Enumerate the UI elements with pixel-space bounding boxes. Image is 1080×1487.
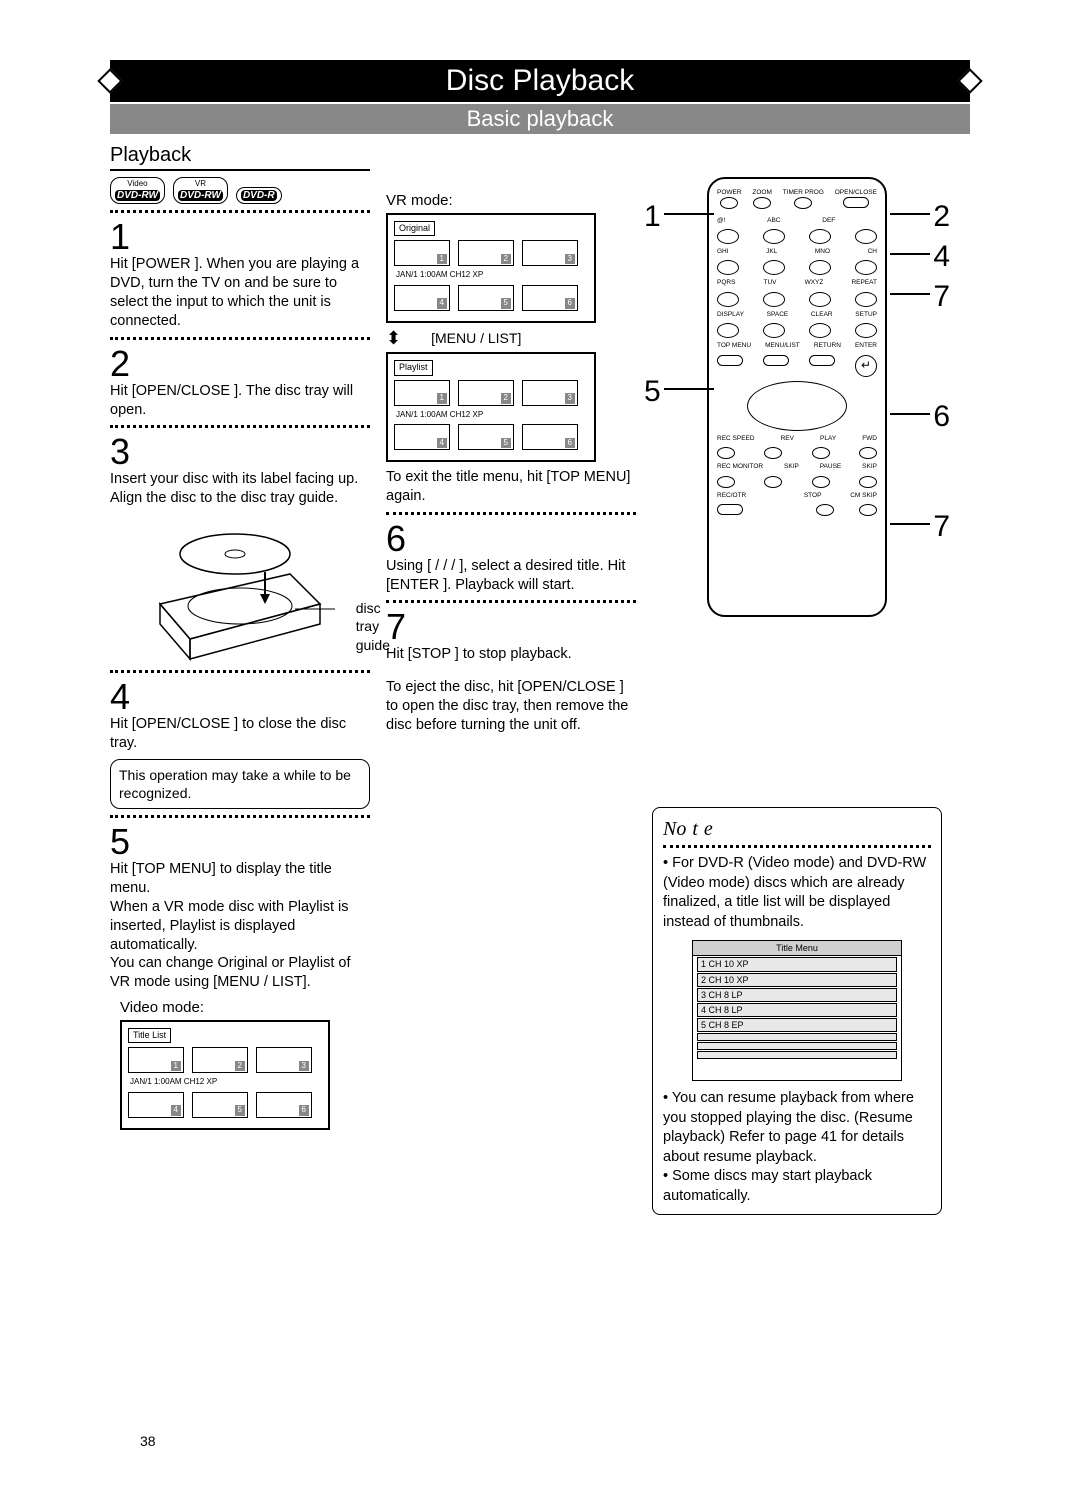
remote-key-ch-up[interactable]	[855, 229, 877, 244]
callout-1: 1	[644, 197, 661, 236]
page-number: 38	[140, 1433, 156, 1449]
note-bullet-3: • Some discs may start playback automati…	[663, 1167, 931, 1206]
remote-skip-back[interactable]	[764, 476, 782, 488]
notes-panel: Note • For DVD-R (Video mode) and DVD-RW…	[652, 807, 942, 1215]
badge-dvdr: DVD-R	[236, 187, 282, 204]
menu-list-label: [MENU / LIST]	[431, 329, 521, 347]
callout-2: 2	[933, 197, 950, 236]
divider	[110, 670, 370, 673]
page-subtitle: Basic playback	[110, 104, 970, 134]
screen-playlist: Playlist 1 2 3 JAN/1 1:00AM CH12 XP 4 5 …	[386, 352, 596, 462]
step-7-number: 7	[386, 609, 636, 645]
updown-arrow-icon: ⬍	[386, 327, 401, 350]
divider	[386, 512, 636, 515]
badge-dvdrw-vr: VR DVD-RW	[173, 177, 228, 204]
remote-rec-otr[interactable]	[717, 504, 743, 515]
screen-title-list: Title List 1 2 3 JAN/1 1:00AM CH12 XP 4 …	[120, 1020, 330, 1130]
callout-6: 6	[933, 397, 950, 436]
remote-top-menu[interactable]	[717, 355, 743, 366]
disc-badges: Video DVD-RW VR DVD-RW DVD-R	[110, 177, 370, 204]
title-menu-table: Title Menu 1 CH 10 XP 2 CH 10 XP 3 CH 8 …	[692, 940, 902, 1081]
remote-rev[interactable]	[764, 447, 782, 459]
step-3-number: 3	[110, 434, 370, 470]
remote-key-2[interactable]	[763, 229, 785, 244]
step-5-number: 5	[110, 824, 370, 860]
remote-direction-pad[interactable]	[747, 381, 847, 431]
step-6-number: 6	[386, 521, 636, 557]
remote-skip-fwd[interactable]	[859, 476, 877, 488]
remote-key-ch-down[interactable]	[855, 260, 877, 275]
remote-menu-list[interactable]	[763, 355, 789, 366]
step-2-text: Hit [OPEN/CLOSE ]. The disc tray will op…	[110, 382, 370, 420]
video-mode-label: Video mode:	[120, 998, 370, 1018]
step-4-number: 4	[110, 679, 370, 715]
remote-return[interactable]	[809, 355, 835, 366]
remote-key-repeat[interactable]	[855, 292, 877, 307]
exit-menu-text: To exit the title menu, hit [TOP MENU] a…	[386, 468, 636, 506]
remote-key-8[interactable]	[763, 292, 785, 307]
remote-key-0[interactable]	[763, 323, 785, 338]
remote-fwd[interactable]	[859, 447, 877, 459]
callout-4: 4	[933, 237, 950, 276]
vr-mode-label: VR mode:	[386, 191, 636, 211]
step-3-text: Insert your disc with its label facing u…	[110, 470, 370, 508]
remote-stop[interactable]	[816, 504, 834, 516]
remote-key-9[interactable]	[809, 292, 831, 307]
remote-key-clear[interactable]	[809, 323, 831, 338]
callout-5: 5	[644, 372, 661, 411]
callout-7a: 7	[933, 277, 950, 316]
section-heading: Playback	[110, 144, 370, 171]
remote-key-5[interactable]	[763, 260, 785, 275]
remote-enter[interactable]	[855, 355, 877, 377]
step-6-text: Using [ / / / ], select a desired title.…	[386, 557, 636, 595]
note-bullet-2: • You can resume playback from where you…	[663, 1089, 931, 1167]
remote-key-display[interactable]	[717, 323, 739, 338]
screen-original: Original 1 2 3 JAN/1 1:00AM CH12 XP 4 5 …	[386, 213, 596, 323]
divider	[110, 815, 370, 818]
remote-key-1[interactable]	[717, 229, 739, 244]
remote-play[interactable]	[812, 447, 830, 459]
note-bullet-1: • For DVD-R (Video mode) and DVD-RW (Vid…	[663, 854, 931, 932]
remote-key-7[interactable]	[717, 292, 739, 307]
step-1-number: 1	[110, 219, 370, 255]
remote-rec-monitor[interactable]	[717, 476, 735, 488]
step-4-note: This operation may take a while to be re…	[110, 759, 370, 809]
disc-insert-illustration: disc tray guide	[140, 514, 340, 664]
remote-key-6[interactable]	[809, 260, 831, 275]
step-2-number: 2	[110, 346, 370, 382]
page-title: Disc Playback	[110, 60, 970, 102]
remote-rec-speed[interactable]	[717, 447, 735, 459]
divider	[386, 600, 636, 603]
divider	[110, 425, 370, 428]
remote-pause[interactable]	[812, 476, 830, 488]
remote-key-setup[interactable]	[855, 323, 877, 338]
divider	[110, 210, 370, 213]
screen-title-list-header: Title List	[128, 1028, 171, 1044]
step-5-text: Hit [TOP MENU] to display the title menu…	[110, 860, 370, 992]
step-4-text: Hit [OPEN/CLOSE ] to close the disc tray…	[110, 715, 370, 753]
disc-tray-guide-label: disc tray guide	[356, 599, 390, 654]
callout-7b: 7	[933, 507, 950, 546]
step-7-text-1: Hit [STOP ] to stop playback.	[386, 645, 636, 664]
step-7-text-2: To eject the disc, hit [OPEN/CLOSE ] to …	[386, 678, 636, 735]
remote-key-3[interactable]	[809, 229, 831, 244]
divider	[110, 337, 370, 340]
step-1-text: Hit [POWER ]. When you are playing a DVD…	[110, 255, 370, 330]
badge-dvdrw-video: Video DVD-RW	[110, 177, 165, 204]
notes-header: Note	[663, 816, 931, 843]
remote-cm-skip[interactable]	[859, 504, 877, 516]
remote-diagram: POWER ZOOM TIMER PROG OPEN/CLOSE @!ABCDE…	[707, 177, 887, 617]
remote-key-4[interactable]	[717, 260, 739, 275]
